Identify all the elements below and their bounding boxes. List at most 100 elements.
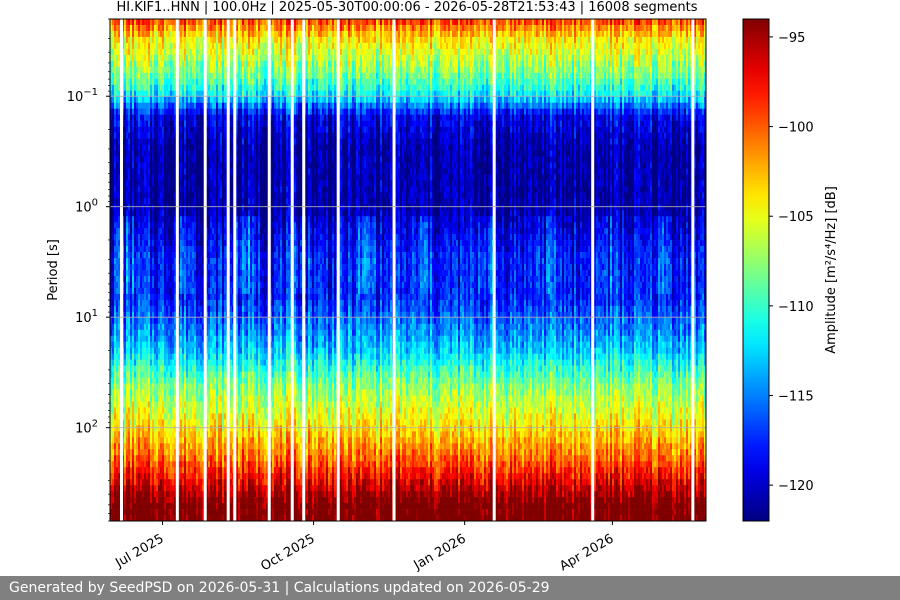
heatmap-cell xyxy=(124,258,127,265)
heatmap-cell xyxy=(130,401,133,408)
heatmap-cell xyxy=(164,473,167,480)
heatmap-cell xyxy=(110,168,113,175)
heatmap-cell xyxy=(180,24,183,32)
heatmap-cell xyxy=(186,96,189,103)
heatmap-cell xyxy=(156,497,159,504)
heatmap-cell xyxy=(194,198,197,205)
heatmap-cell xyxy=(196,413,199,420)
heatmap-cell xyxy=(136,317,139,325)
heatmap-cell xyxy=(140,413,143,420)
heatmap-cell xyxy=(154,72,157,80)
heatmap-cell xyxy=(114,240,117,247)
heatmap-cell xyxy=(180,36,183,44)
heatmap-cell xyxy=(200,162,203,169)
heatmap-cell xyxy=(186,216,189,223)
heatmap-cell xyxy=(172,353,175,360)
heatmap-cell xyxy=(210,383,213,390)
heatmap-cell xyxy=(156,281,159,289)
heatmap-cell xyxy=(128,24,131,32)
heatmap-cell xyxy=(152,60,155,68)
heatmap-cell xyxy=(210,78,213,86)
heatmap-cell xyxy=(180,335,183,343)
heatmap-cell xyxy=(222,258,225,265)
heatmap-cell xyxy=(146,509,149,516)
heatmap-cell xyxy=(122,66,125,74)
heatmap-cell xyxy=(154,48,157,56)
heatmap-cell xyxy=(142,353,145,360)
heatmap-cell xyxy=(208,389,211,396)
heatmap-cell xyxy=(130,96,133,103)
heatmap-cell xyxy=(116,479,119,486)
heatmap-cell xyxy=(192,174,195,181)
heatmap-cell xyxy=(190,66,193,74)
heatmap-cell xyxy=(194,395,197,402)
heatmap-cell xyxy=(216,449,219,456)
heatmap-cell xyxy=(206,413,209,420)
heatmap-cell xyxy=(206,293,209,301)
heatmap-cell xyxy=(114,479,117,486)
heatmap-cell xyxy=(126,461,129,468)
heatmap-cell xyxy=(182,96,185,103)
heatmap-cell xyxy=(174,120,177,127)
heatmap-cell xyxy=(154,168,157,175)
heatmap-cell xyxy=(150,383,153,390)
heatmap-cell xyxy=(136,431,139,438)
heatmap-cell xyxy=(190,425,193,432)
heatmap-cell xyxy=(218,246,221,253)
heatmap-cell xyxy=(214,210,217,217)
heatmap-cell xyxy=(192,264,195,271)
heatmap-cell xyxy=(196,36,199,44)
heatmap-cell xyxy=(196,479,199,486)
heatmap-cell xyxy=(206,132,209,139)
heatmap-cell xyxy=(206,281,209,289)
heatmap-cell xyxy=(124,102,127,109)
heatmap-cell xyxy=(190,240,193,247)
heatmap-cell xyxy=(166,246,169,253)
heatmap-cell xyxy=(168,96,171,103)
heatmap-cell xyxy=(184,461,187,468)
heatmap-cell xyxy=(158,84,161,92)
heatmap-cell xyxy=(130,431,133,438)
heatmap-cell xyxy=(130,204,133,211)
heatmap-cell xyxy=(124,138,127,145)
heatmap-cell xyxy=(134,329,137,337)
heatmap-cell xyxy=(150,96,153,103)
heatmap-cell xyxy=(148,401,151,408)
heatmap-cell xyxy=(194,66,197,74)
heatmap-cell xyxy=(190,287,193,295)
heatmap-cell xyxy=(190,258,193,265)
heatmap-cell xyxy=(156,389,159,396)
heatmap-cell xyxy=(206,90,209,97)
heatmap-cell xyxy=(200,287,203,295)
heatmap-cell xyxy=(214,317,217,325)
heatmap-cell xyxy=(210,54,213,62)
heatmap-cell xyxy=(200,144,203,151)
heatmap-cell xyxy=(138,24,141,32)
heatmap-cell xyxy=(160,317,163,325)
heatmap-cell xyxy=(174,467,177,474)
heatmap-cell xyxy=(160,359,163,366)
heatmap-cell xyxy=(214,138,217,145)
heatmap-cell xyxy=(112,455,115,462)
heatmap-cell xyxy=(114,449,117,456)
heatmap-cell xyxy=(220,407,223,414)
heatmap-cell xyxy=(180,204,183,211)
heatmap-cell xyxy=(218,407,221,414)
heatmap-cell xyxy=(220,132,223,139)
heatmap-cell xyxy=(198,19,201,26)
heatmap-cell xyxy=(192,419,195,426)
heatmap-cell xyxy=(156,311,159,319)
heatmap-cell xyxy=(116,102,119,109)
heatmap-cell xyxy=(182,479,185,486)
heatmap-cell xyxy=(166,515,169,522)
heatmap-cell xyxy=(118,102,121,109)
heatmap-cell xyxy=(152,19,155,26)
heatmap-cell xyxy=(132,359,135,366)
heatmap-cell xyxy=(202,473,205,480)
heatmap-cell xyxy=(160,216,163,223)
heatmap-cell xyxy=(192,60,195,68)
heatmap-cell xyxy=(162,126,165,133)
heatmap-cell xyxy=(118,299,121,307)
heatmap-cell xyxy=(210,281,213,289)
heatmap-cell xyxy=(218,210,221,217)
